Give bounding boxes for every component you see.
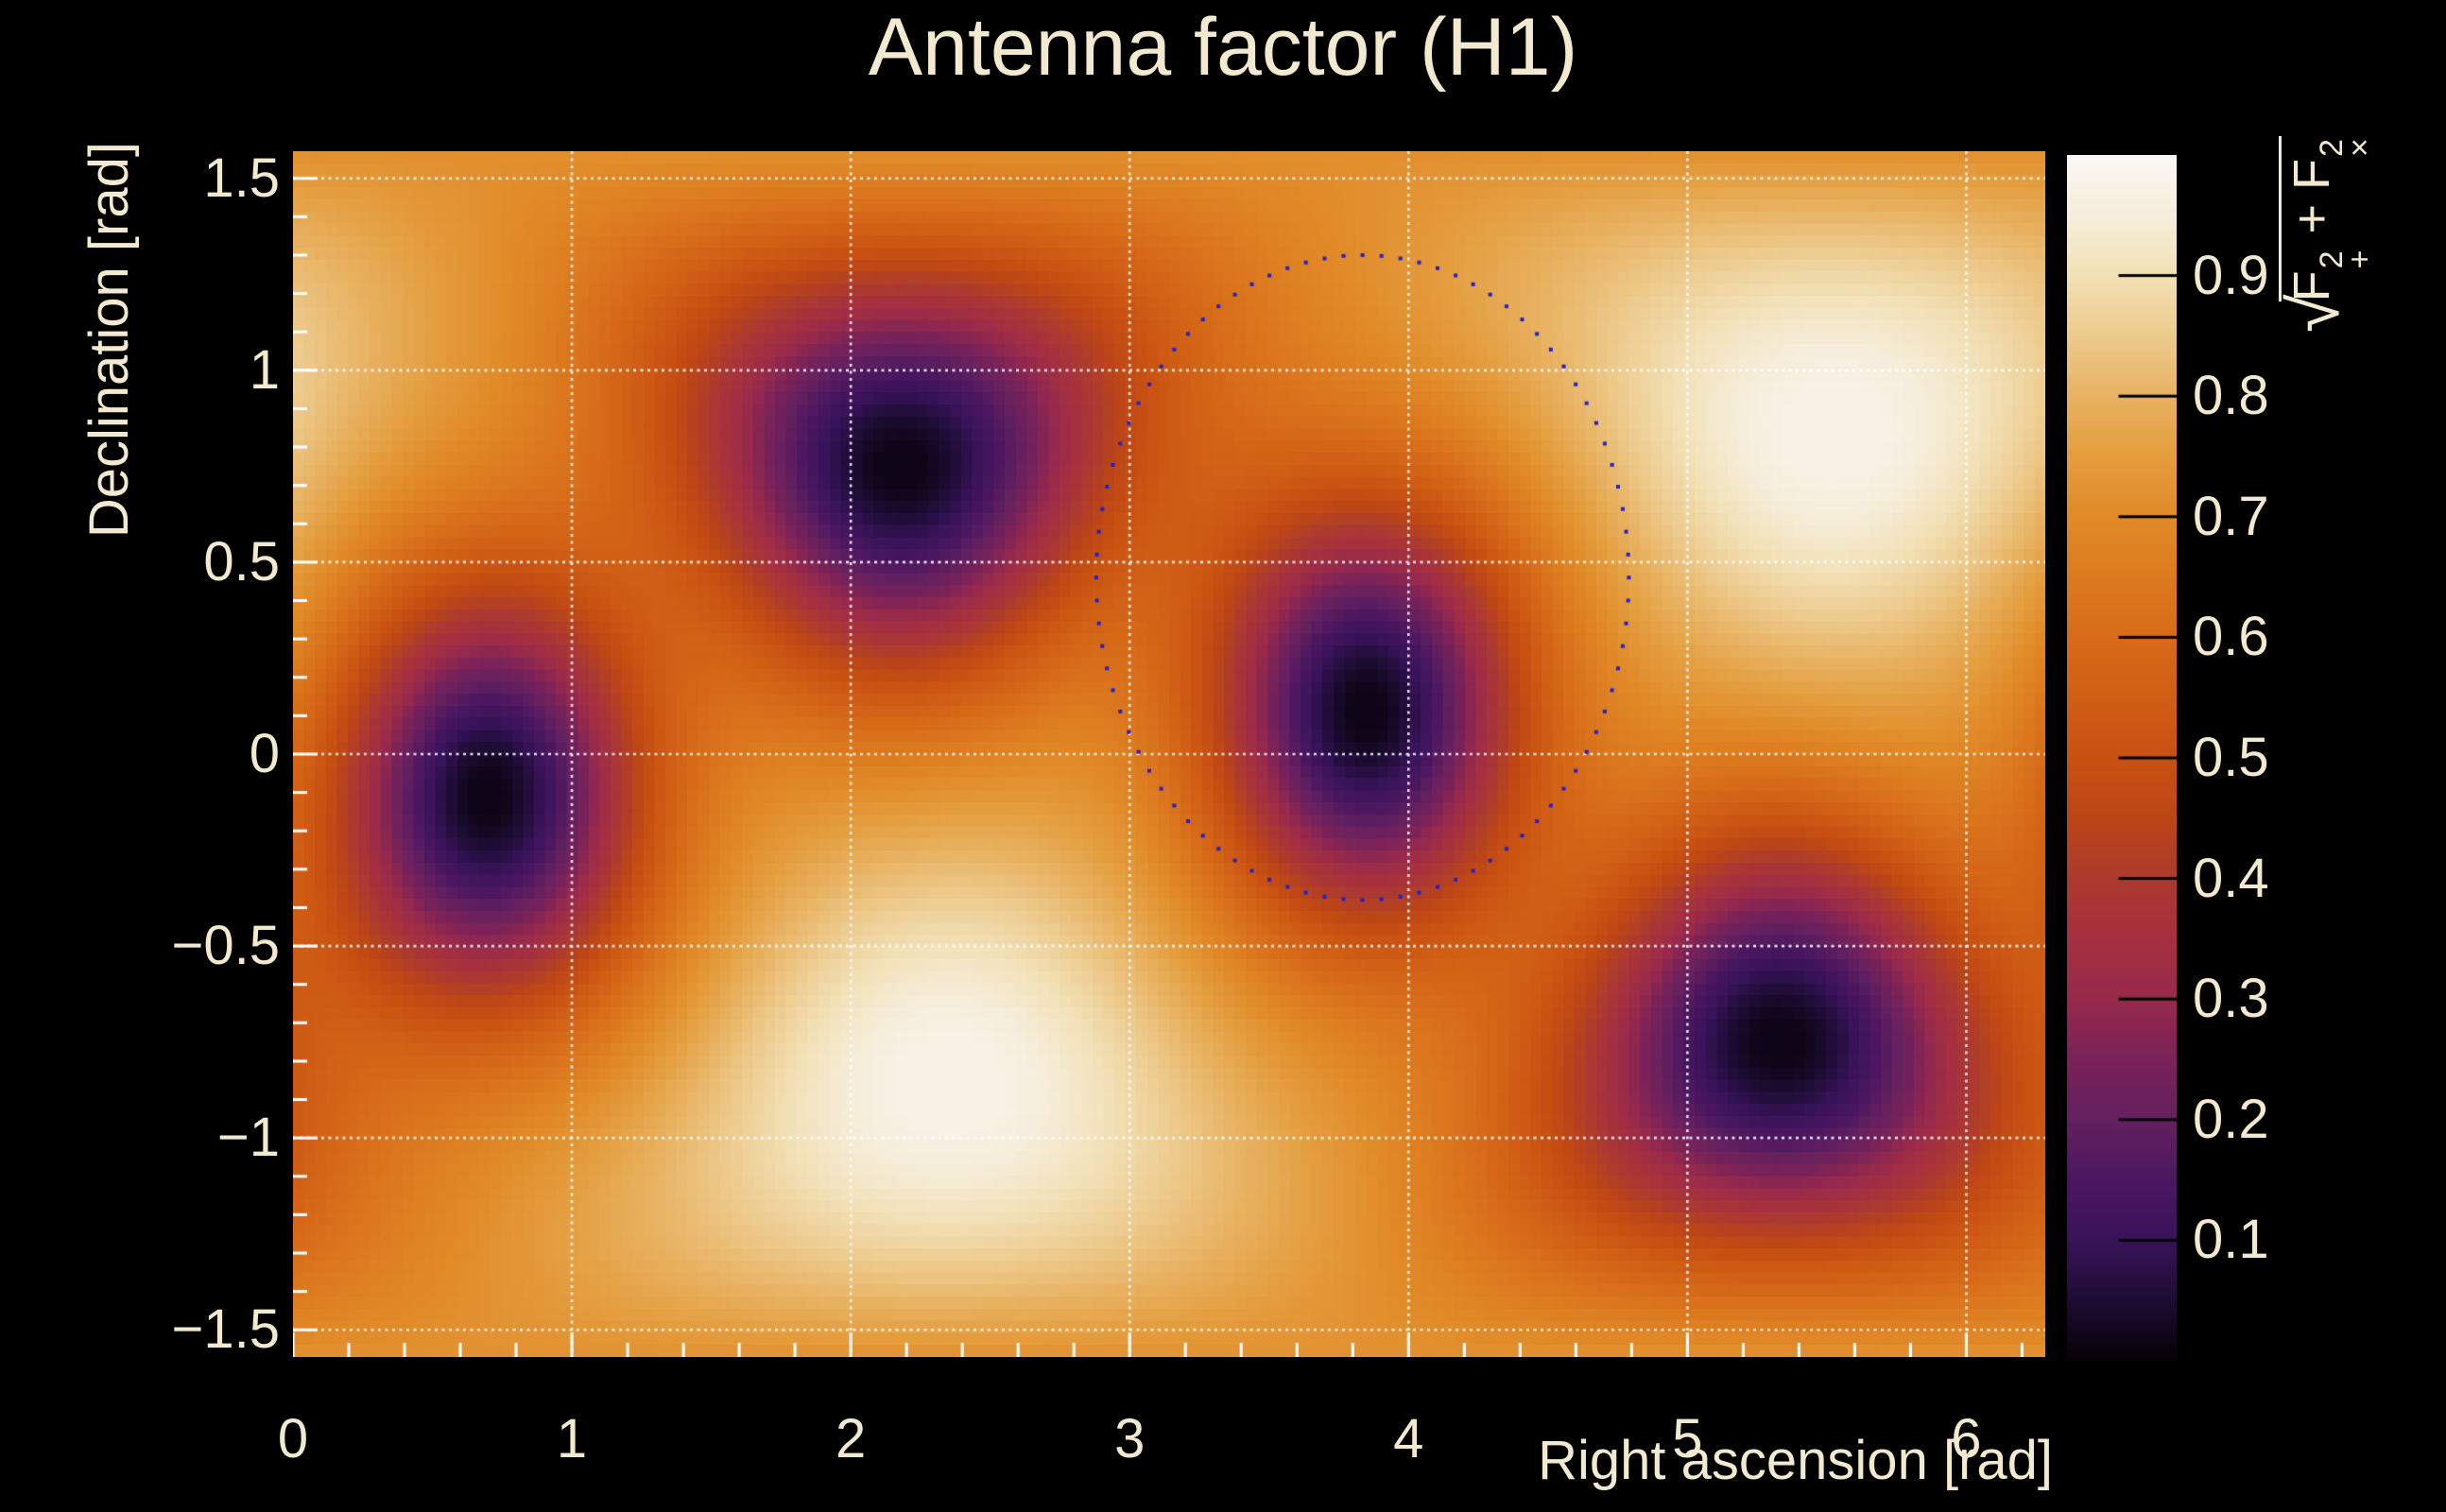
x-tick-label: 2	[835, 1408, 867, 1469]
y-tick-label: −0.5	[171, 915, 281, 977]
colorbar-tick-label: 0.2	[2193, 1088, 2269, 1150]
y-tick-label: 0.5	[203, 530, 280, 593]
x-tick-label: 3	[1114, 1408, 1145, 1469]
colorbar-tick-label: 0.1	[2193, 1209, 2269, 1271]
radicand: F 2 + + F 2 ×	[2279, 136, 2378, 302]
colorbar-tick-label: 0.9	[2193, 244, 2269, 306]
y-tick-label: −1.5	[171, 1298, 281, 1361]
y-tick-label: 0	[249, 723, 280, 784]
x-tick-label: 1	[556, 1408, 588, 1469]
x-tick-label: 6	[1951, 1408, 1982, 1469]
x-tick-label: 4	[1393, 1408, 1424, 1469]
chart-title: Antenna factor (H1)	[868, 2, 1578, 93]
colorbar-tick-label: 0.8	[2193, 365, 2269, 427]
y-tick-label: 1	[249, 338, 280, 401]
colorbar-tick-label: 0.5	[2193, 727, 2269, 788]
x-axis-title: Right ascension [rad]	[1538, 1430, 2053, 1491]
heatmap-plot-area	[293, 151, 2045, 1357]
grid-ticks-ring-overlay	[293, 151, 2045, 1357]
colorbar-title-formula: √F 2 + + F 2 ×	[2275, 136, 2378, 333]
x-tick-label: 0	[277, 1408, 309, 1469]
y-axis-title: Declination [rad]	[78, 142, 140, 539]
colorbar-tick-label: 0.3	[2193, 968, 2269, 1030]
y-tick-label: 1.5	[203, 146, 280, 209]
colorbar-tick-label: 0.4	[2193, 847, 2269, 909]
y-tick-label: −1	[216, 1107, 280, 1169]
colorbar	[2067, 155, 2177, 1361]
colorbar-tick-label: 0.7	[2193, 485, 2269, 547]
x-tick-label: 5	[1672, 1408, 1703, 1469]
colorbar-tick-label: 0.6	[2193, 606, 2269, 668]
